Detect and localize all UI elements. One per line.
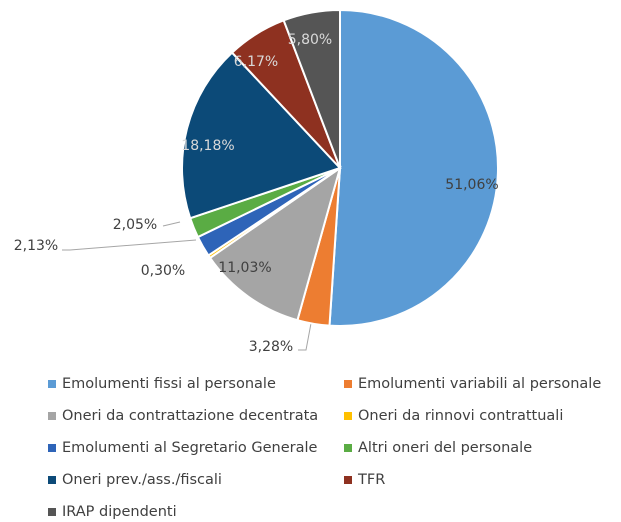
legend-label: Oneri da rinnovi contrattuali	[358, 408, 563, 424]
pie-slice	[208, 165, 342, 322]
legend-swatch	[48, 444, 56, 452]
data-label: 51,06%	[445, 177, 498, 193]
legend-label: TFR	[357, 472, 385, 488]
legend-swatch	[344, 444, 352, 452]
data-label: 6,17%	[234, 54, 278, 70]
pie-slice	[181, 51, 342, 220]
pie-slice	[282, 8, 341, 169]
legend-label: Altri oneri del personale	[358, 440, 532, 456]
data-label: 2,05%	[113, 217, 157, 233]
legend-swatch	[48, 476, 56, 484]
data-label: 11,03%	[218, 260, 271, 276]
data-label: 0,30%	[141, 263, 185, 279]
pie-slice	[328, 8, 499, 327]
leader-line	[162, 221, 181, 227]
legend-label: Oneri prev./ass./fiscali	[62, 472, 222, 488]
legend-label: Emolumenti variabili al personale	[358, 376, 601, 392]
leader-line	[62, 239, 197, 251]
legend-swatch	[344, 412, 352, 420]
legend-label: Oneri da contrattazione decentrata	[62, 408, 318, 424]
legend-label: IRAP dipendenti	[62, 504, 177, 520]
leader-line	[298, 317, 313, 351]
data-label: 3,28%	[249, 339, 293, 355]
legend-label: Emolumenti al Segretario Generale	[62, 440, 318, 456]
data-label: 5,80%	[288, 32, 332, 48]
legend-swatch	[48, 412, 56, 420]
data-label: 18,18%	[181, 138, 234, 154]
legend-swatch	[344, 380, 352, 388]
leader-lines	[62, 221, 313, 351]
legend-swatch	[344, 476, 352, 484]
legend-label: Emolumenti fissi al personale	[62, 376, 276, 392]
legend-swatch	[48, 508, 56, 516]
data-label: 2,13%	[14, 238, 58, 254]
legend-swatch	[48, 380, 56, 388]
